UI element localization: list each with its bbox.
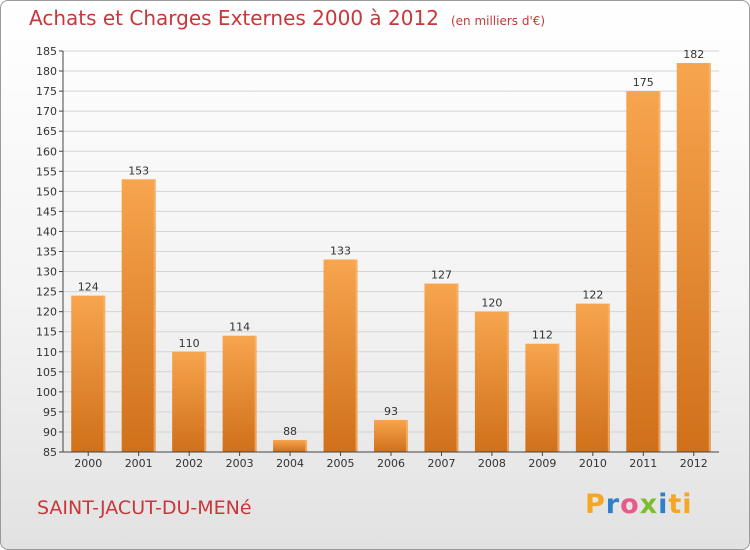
grid-layer [63,50,719,453]
y-tick-label: 125 [36,286,57,299]
bar-2001 [121,179,156,452]
data-label: 88 [283,425,297,438]
bar-edge-2007 [456,283,459,452]
axis-layer: 85 90 95 100 105 110 115 120 125 130 135 140 145 150 1… [36,45,719,470]
y-tick-label: 90 [43,426,57,439]
y-tick-label: 130 [36,266,57,279]
x-tick-label: 2006 [377,457,405,470]
bar-2006 [374,419,408,452]
data-label: 175 [633,76,654,89]
data-label: 112 [532,329,553,342]
y-tick-label: 85 [43,446,57,459]
bar-2012 [676,63,711,452]
data-label: 114 [229,321,250,334]
data-label: 124 [78,281,99,294]
logo-letter: r [605,489,621,520]
y-tick-label: 170 [36,105,57,118]
bar-2011 [626,91,661,452]
x-tick-label: 2009 [528,457,556,470]
bar-edge-2003 [254,335,257,452]
x-tick-label: 2010 [579,457,607,470]
y-tick-label: 120 [36,306,57,319]
x-tick-label: 2005 [327,457,355,470]
title-line: Achats et Charges Externes 2000 à 2012 (e… [29,6,545,30]
logo-letter: i [682,489,693,520]
y-tick-label: 165 [36,125,57,138]
bar-2007 [424,283,459,452]
bar-edge-2008 [506,311,509,452]
bar-edge-2000 [103,295,106,452]
data-label: 133 [330,245,351,258]
data-label: 110 [179,337,200,350]
label-layer: 124 153 110 114 88 133 93 127 120 112 122 175 182 [78,48,705,438]
x-tick-label: 2008 [478,457,506,470]
bar-2000 [71,295,106,452]
y-tick-label: 185 [36,45,57,58]
y-tick-label: 160 [36,145,57,158]
bar-edge-2002 [204,351,207,452]
bar-2008 [474,311,509,452]
y-tick-label: 100 [36,386,57,399]
data-label: 182 [683,48,704,61]
bar-edge-2009 [557,343,560,452]
bar-edge-2006 [406,419,408,452]
bar-edge-2005 [355,259,358,452]
data-label: 122 [582,289,603,302]
y-tick-label: 180 [36,65,57,78]
y-tick-label: 155 [36,165,57,178]
bar-2003 [222,335,257,452]
bar-edge-2010 [607,303,610,452]
bar-edge-2012 [708,63,711,452]
y-tick-label: 145 [36,205,57,218]
y-tick-label: 175 [36,85,57,98]
data-label: 153 [128,164,149,177]
chart-title: Achats et Charges Externes 2000 à 2012 [29,6,439,30]
data-label: 120 [481,297,502,310]
y-tick-label: 115 [36,326,57,339]
logo-letter: x [639,489,659,520]
bar-edge-2001 [153,179,156,452]
bar-2002 [172,351,207,452]
bar-edge-2004 [305,439,308,452]
bar-layer [71,63,711,452]
y-tick-label: 140 [36,225,57,238]
x-tick-label: 2007 [427,457,455,470]
data-label: 93 [384,405,398,418]
bar-2010 [575,303,610,452]
data-label: 127 [431,269,452,282]
logo-letter: o [620,489,640,520]
x-tick-label: 2012 [680,457,708,470]
y-tick-label: 95 [43,406,57,419]
y-tick-label: 105 [36,366,57,379]
y-tick-label: 150 [36,185,57,198]
logo-letter: P [585,489,606,520]
logo-letter: t [668,489,683,520]
x-tick-label: 2003 [226,457,254,470]
x-tick-label: 2011 [629,457,657,470]
logo-letter: i [658,489,669,520]
x-tick-label: 2001 [125,457,153,470]
bar-edge-2011 [658,91,661,452]
bar-2004 [273,439,308,452]
y-tick-label: 110 [36,346,57,359]
bar-2009 [525,343,560,452]
proxiti-logo: Proxiti [585,489,693,520]
x-tick-label: 2004 [276,457,304,470]
commune-name: SAINT-JACUT-DU-MENé [37,497,252,519]
x-tick-label: 2000 [74,457,102,470]
y-tick-label: 135 [36,246,57,259]
chart-subtitle: (en milliers d'€) [450,14,546,28]
x-tick-label: 2002 [175,457,203,470]
bar-2005 [323,259,358,452]
